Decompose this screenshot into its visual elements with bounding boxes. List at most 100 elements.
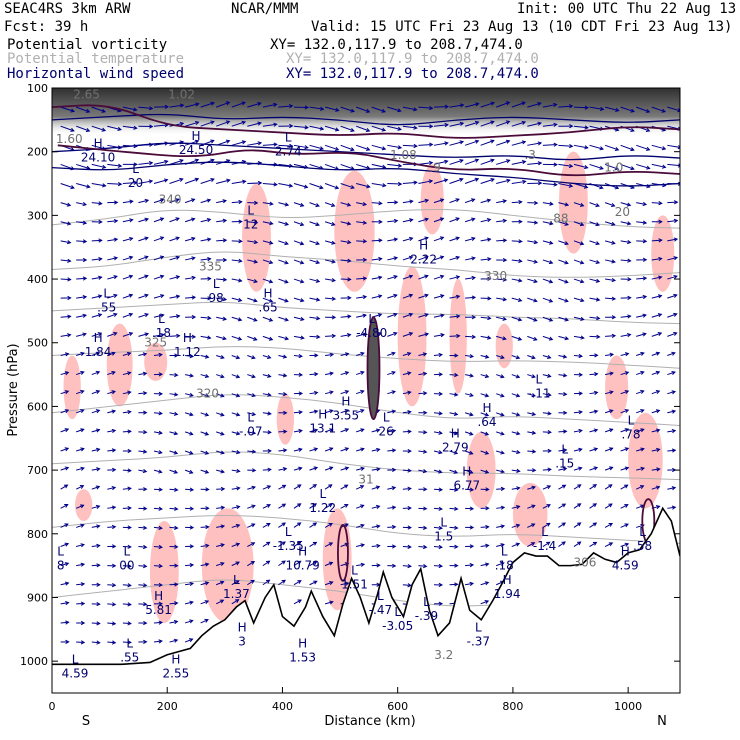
wind-vector [293,163,308,169]
wind-vector [309,429,318,433]
wind-vector [184,121,199,127]
extremum-value: 4.59 [612,558,639,572]
wind-vector [184,178,199,184]
extremum-value: 4.59 [62,667,89,681]
y-tick-label: 400 [27,273,48,286]
wind-vector [620,523,629,528]
wind-vector [449,256,460,261]
wind-vector [402,487,411,490]
wind-vector-head [360,409,365,414]
wind-vector-head [251,449,257,454]
wind-vector-head [646,165,651,170]
contour-value-label: 306 [573,555,596,569]
wind-vector-head [422,391,428,396]
wind-vector [449,217,460,223]
wind-vector [542,202,553,205]
wind-vector-head [251,355,256,360]
wind-vector [216,101,230,108]
wind-vector [91,486,100,490]
wind-vector [138,275,148,280]
wind-vector [480,450,489,455]
wind-vector [651,390,660,395]
wind-vector-head [469,506,475,511]
wind-vector [60,484,68,490]
wind-vector-head [407,448,412,454]
wind-vector [293,202,304,207]
wind-vector-head [143,620,148,626]
wind-vector-head [655,485,661,490]
wind-vector-head [189,487,195,492]
wind-vector-head [375,504,381,510]
wind-vector-head [515,431,521,436]
wind-vector-head [518,258,523,264]
wind-vector [309,316,320,320]
wind-vector-head [657,313,663,318]
wind-vector [558,484,566,490]
wind-vector [107,238,118,242]
wind-vector-head [580,316,585,321]
wind-vector-head [454,487,459,492]
wind-vector [542,316,553,322]
wind-vector [667,313,677,318]
extremum-letter: L [247,204,254,218]
extremum-letter: L [319,487,326,501]
wind-vector-head [624,466,630,471]
wind-vector-head [471,334,477,339]
wind-vector [511,355,520,359]
wind-vector [356,563,365,567]
wind-vector [449,141,464,146]
wind-vector-head [657,294,663,299]
wind-vector-head [207,335,212,340]
wind-vector-head [500,450,505,455]
wind-vector-head [64,409,70,414]
wind-vector [262,335,273,341]
wind-vector-head [630,147,635,152]
init-label: Init: 00 UTC Thu 22 Aug 13 [517,1,737,17]
wind-vector [153,431,162,434]
wind-vector-head [96,467,101,472]
wind-vector-head [64,428,70,433]
wind-vector-head [537,181,543,186]
wind-vector-head [578,410,583,415]
wind-vector-head [127,409,132,415]
wind-vector-head [515,412,521,417]
wind-vector-head [407,390,412,395]
wind-vector-head [158,544,163,550]
wind-vector-head [391,563,397,568]
wind-vector [636,409,644,414]
wind-vector [247,374,256,378]
wind-vector [262,123,277,127]
pv-blob [334,170,375,292]
wind-vector-head [95,428,101,433]
wind-vector-head [304,105,310,110]
wind-vector [293,297,304,302]
wind-vector-head [407,410,412,415]
extremum-value: -.07 [239,425,262,439]
wind-vector [604,409,613,414]
wind-vector-head [366,184,371,189]
wind-vector-head [673,256,679,261]
wind-vector [153,526,162,529]
wind-vector-head [455,255,461,260]
wind-vector-head [661,164,667,169]
wind-vector [496,200,507,204]
wind-vector [496,120,510,127]
wind-vector-head [537,161,543,166]
pv-blob [559,151,588,254]
field-name-wind: Horizontal wind speed [7,66,185,82]
wind-vector [418,469,427,473]
wind-vector [278,560,286,567]
wind-vector [324,542,333,547]
wind-vector [573,297,584,302]
wind-contour [52,113,680,126]
wind-vector-head [174,563,179,568]
wind-vector [231,160,246,165]
wind-vector-head [579,202,585,207]
wind-vector [262,354,271,359]
wind-vector-head [207,276,212,281]
wind-vector-head [205,506,210,511]
wind-vector-head [313,428,319,433]
wind-vector [122,237,133,242]
wind-vector-head [297,503,302,508]
wind-vector [449,507,458,510]
